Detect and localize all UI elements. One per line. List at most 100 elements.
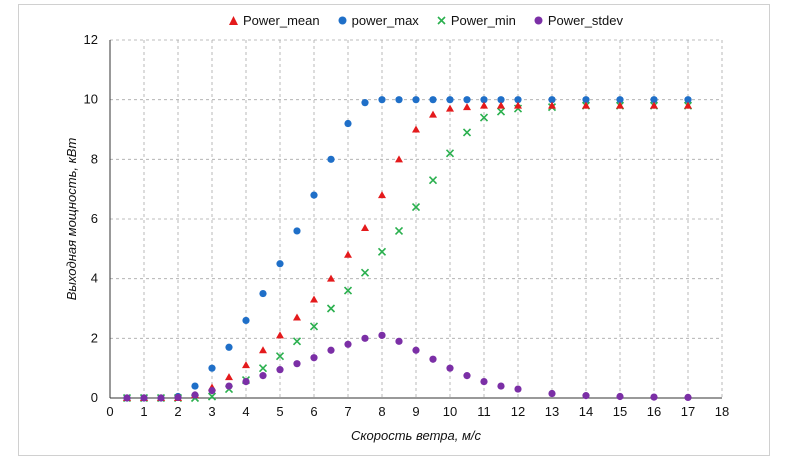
point-power-max bbox=[616, 96, 624, 104]
point-power-min bbox=[394, 226, 404, 235]
x-tick-label: 12 bbox=[511, 404, 525, 419]
x-tick-label: 10 bbox=[443, 404, 457, 419]
point-power-max bbox=[378, 96, 386, 104]
point-power-max bbox=[446, 96, 454, 104]
point-power-mean bbox=[225, 373, 233, 381]
x-tick-label: 13 bbox=[545, 404, 559, 419]
point-power-mean bbox=[259, 346, 267, 354]
point-power-min bbox=[360, 268, 370, 277]
point-power-min bbox=[462, 128, 472, 137]
chart-frame: Power_mean power_max Power_min Power_std… bbox=[18, 4, 770, 456]
point-power-max bbox=[259, 289, 267, 298]
point-power-stdev bbox=[684, 393, 692, 402]
point-power-max bbox=[310, 191, 318, 199]
point-power-stdev bbox=[344, 340, 352, 348]
point-power-max bbox=[344, 119, 352, 128]
point-power-stdev bbox=[616, 392, 624, 401]
legend-item-power-mean: Power_mean bbox=[229, 13, 320, 28]
point-power-stdev bbox=[157, 394, 165, 402]
point-power-stdev bbox=[140, 394, 148, 402]
x-tick-label: 6 bbox=[310, 404, 317, 419]
point-power-max bbox=[497, 96, 505, 104]
point-power-mean bbox=[480, 101, 488, 109]
y-tick-label: 10 bbox=[84, 92, 98, 107]
point-power-stdev bbox=[446, 364, 454, 372]
point-power-mean bbox=[412, 125, 420, 133]
point-power-max bbox=[514, 96, 522, 104]
point-power-min bbox=[258, 364, 268, 373]
point-power-max bbox=[582, 96, 590, 104]
point-power-max bbox=[242, 316, 250, 325]
point-power-max bbox=[395, 96, 403, 104]
point-power-mean bbox=[446, 104, 454, 112]
point-power-stdev bbox=[497, 382, 505, 390]
point-power-mean bbox=[463, 103, 471, 111]
point-power-stdev bbox=[276, 366, 284, 374]
x-tick-label: 7 bbox=[344, 404, 351, 419]
point-power-min bbox=[326, 304, 336, 313]
x-tick-label: 2 bbox=[174, 404, 181, 419]
point-power-max bbox=[548, 96, 556, 104]
point-power-min bbox=[343, 286, 353, 295]
x-tick-label: 3 bbox=[208, 404, 215, 419]
point-power-min bbox=[292, 337, 302, 346]
point-power-mean bbox=[650, 101, 658, 109]
point-power-stdev bbox=[650, 393, 658, 401]
x-tick-label: 15 bbox=[613, 404, 627, 419]
point-power-mean bbox=[395, 155, 403, 163]
point-power-stdev bbox=[225, 382, 233, 390]
x-tick-label: 0 bbox=[106, 404, 113, 419]
legend: Power_mean power_max Power_min Power_std… bbox=[229, 13, 623, 28]
point-power-mean bbox=[548, 101, 556, 109]
point-power-mean bbox=[497, 101, 505, 109]
legend-item-power-stdev: Power_stdev bbox=[534, 13, 623, 28]
x-tick-label: 8 bbox=[378, 404, 385, 419]
point-power-stdev bbox=[582, 392, 590, 400]
point-power-max bbox=[225, 343, 233, 351]
point-power-stdev bbox=[327, 346, 335, 354]
point-power-min bbox=[496, 107, 506, 116]
point-power-max bbox=[293, 227, 301, 235]
y-tick-label: 6 bbox=[91, 211, 98, 226]
point-power-min bbox=[445, 149, 455, 158]
point-power-stdev bbox=[480, 377, 488, 386]
point-power-min bbox=[275, 352, 285, 361]
point-power-mean bbox=[242, 361, 250, 369]
legend-label: Power_min bbox=[450, 13, 516, 28]
point-power-mean bbox=[684, 101, 692, 109]
point-power-mean bbox=[378, 191, 386, 199]
point-power-stdev bbox=[293, 360, 301, 368]
y-tick-label: 2 bbox=[91, 330, 98, 345]
point-power-mean bbox=[514, 101, 522, 109]
point-power-max bbox=[684, 96, 692, 104]
point-power-max bbox=[208, 364, 216, 372]
point-power-stdev bbox=[123, 394, 131, 402]
point-power-stdev bbox=[208, 386, 216, 395]
legend-marker-power-max bbox=[338, 16, 347, 25]
point-power-mean bbox=[616, 101, 624, 109]
x-tick-label: 4 bbox=[242, 404, 249, 419]
x-tick-label: 5 bbox=[276, 404, 283, 419]
legend-item-power-max: power_max bbox=[338, 13, 419, 28]
point-power-min bbox=[479, 113, 489, 122]
point-power-stdev bbox=[310, 354, 318, 362]
x-tick-label: 17 bbox=[681, 404, 695, 419]
x-tick-label: 9 bbox=[412, 404, 419, 419]
point-power-max bbox=[412, 96, 420, 104]
point-power-stdev bbox=[378, 331, 386, 339]
point-power-min bbox=[207, 392, 217, 401]
point-power-mean bbox=[327, 274, 335, 282]
point-power-max bbox=[429, 96, 437, 104]
y-tick-label: 8 bbox=[91, 151, 98, 166]
point-power-stdev bbox=[174, 393, 182, 402]
x-tick-label: 1 bbox=[140, 404, 147, 419]
legend-marker-power-mean bbox=[229, 16, 238, 25]
point-power-stdev bbox=[259, 372, 267, 380]
point-power-mean bbox=[582, 101, 590, 109]
legend-label: power_max bbox=[351, 13, 419, 28]
y-tick-label: 12 bbox=[84, 32, 98, 47]
y-tick-label: 4 bbox=[91, 271, 98, 286]
point-power-stdev bbox=[514, 385, 522, 393]
point-power-max bbox=[480, 96, 488, 104]
